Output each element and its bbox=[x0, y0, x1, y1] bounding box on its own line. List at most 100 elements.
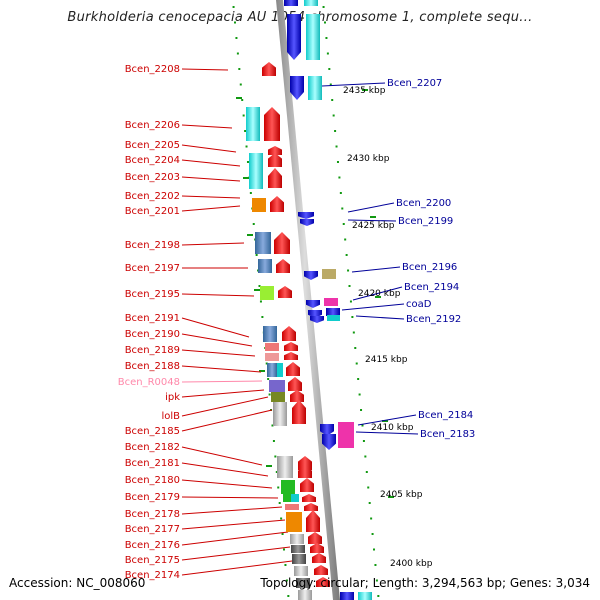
gene-label-left[interactable]: Bcen_2206 bbox=[125, 120, 180, 131]
tick-dot bbox=[281, 533, 284, 535]
gene-feature bbox=[294, 566, 308, 576]
tick-dot bbox=[239, 83, 242, 86]
gene-label-left[interactable]: Bcen_2175 bbox=[125, 555, 180, 566]
gene-label-left[interactable]: Bcen_2182 bbox=[125, 442, 180, 453]
gene-label-left[interactable]: Bcen_R0048 bbox=[118, 377, 180, 388]
tick-major bbox=[236, 97, 242, 99]
tick-dot bbox=[344, 238, 347, 241]
leader-line bbox=[355, 431, 419, 435]
gene-arrow-forward bbox=[290, 390, 304, 402]
gene-label-right[interactable]: coaD bbox=[406, 299, 432, 310]
gene-arrow-reverse bbox=[287, 14, 301, 60]
gene-feature bbox=[291, 545, 305, 553]
gene-arrow-reverse bbox=[322, 434, 336, 450]
leader-line bbox=[181, 519, 286, 530]
tick-major bbox=[382, 420, 388, 422]
gene-arrow-reverse bbox=[298, 212, 314, 219]
gene-label-left[interactable]: Bcen_2208 bbox=[125, 64, 180, 75]
leader-line bbox=[181, 365, 262, 373]
gene-feature bbox=[326, 308, 340, 316]
tick-dot bbox=[352, 331, 355, 334]
gene-label-right[interactable]: Bcen_2196 bbox=[402, 262, 457, 273]
gene-feature bbox=[298, 590, 312, 600]
gene-label-right[interactable]: Bcen_2192 bbox=[406, 314, 461, 325]
gene-label-left[interactable]: Bcen_2177 bbox=[125, 524, 180, 535]
leader-line bbox=[181, 409, 273, 432]
gene-label-left[interactable]: Bcen_2179 bbox=[125, 492, 180, 503]
gene-feature bbox=[269, 380, 285, 392]
tick-dot bbox=[238, 68, 241, 70]
tick-dot bbox=[280, 517, 283, 520]
kbp-label: 2425 kbp bbox=[352, 221, 395, 231]
gene-label-left[interactable]: Bcen_2190 bbox=[125, 329, 180, 340]
tick-dot bbox=[329, 83, 332, 86]
tick-dot bbox=[368, 502, 371, 504]
gene-label-left[interactable]: Bcen_2181 bbox=[125, 458, 180, 469]
gene-label-left[interactable]: Bcen_2204 bbox=[125, 155, 180, 166]
gene-label-right[interactable]: Bcen_2194 bbox=[404, 282, 459, 293]
gene-label-left[interactable]: Bcen_2178 bbox=[125, 509, 180, 520]
topology-summary: Topology: circular; Length: 3,294,563 bp… bbox=[260, 576, 590, 590]
kbp-label: 2435 kbp bbox=[343, 86, 386, 96]
tick-dot bbox=[271, 424, 274, 427]
gene-arrow-forward bbox=[278, 286, 292, 298]
leader-line bbox=[352, 286, 403, 301]
leader-line bbox=[181, 124, 233, 129]
gene-label-left[interactable]: Bcen_2180 bbox=[125, 475, 180, 486]
tick-major bbox=[370, 216, 376, 218]
gene-arrow-forward bbox=[268, 146, 282, 155]
gene-feature bbox=[291, 494, 299, 502]
tick-dot bbox=[335, 145, 338, 148]
gene-label-right[interactable]: Bcen_2183 bbox=[420, 429, 475, 440]
gene-feature bbox=[265, 353, 279, 361]
tick-dot bbox=[274, 455, 277, 458]
leader-line bbox=[181, 333, 253, 347]
leader-line bbox=[341, 303, 405, 311]
gene-label-left[interactable]: Bcen_2174 bbox=[125, 570, 180, 581]
gene-label-left[interactable]: Bcen_2198 bbox=[125, 240, 180, 251]
gene-label-left[interactable]: Bcen_2189 bbox=[125, 345, 180, 356]
gene-arrow-forward bbox=[312, 553, 326, 563]
tick-dot bbox=[348, 285, 351, 287]
gene-label-right[interactable]: Bcen_2207 bbox=[387, 78, 442, 89]
tick-dot bbox=[277, 486, 280, 489]
gene-feature bbox=[292, 554, 306, 564]
gene-label-left[interactable]: Bcen_2185 bbox=[125, 426, 180, 437]
tick-major bbox=[266, 465, 272, 467]
gene-feature bbox=[308, 76, 322, 100]
gene-label-left[interactable]: Bcen_2197 bbox=[125, 263, 180, 274]
tick-dot bbox=[287, 595, 290, 597]
leader-line bbox=[181, 560, 293, 576]
gene-label-left[interactable]: Bcen_2176 bbox=[125, 540, 180, 551]
gene-label-right[interactable]: Bcen_2199 bbox=[398, 216, 453, 227]
tick-dot bbox=[322, 6, 325, 8]
tick-dot bbox=[261, 316, 264, 318]
tick-dot bbox=[272, 440, 275, 442]
gene-label-right[interactable]: Bcen_2200 bbox=[396, 198, 451, 209]
gene-label-left[interactable]: Bcen_2201 bbox=[125, 206, 180, 217]
gene-label-left[interactable]: Bcen_2205 bbox=[125, 140, 180, 151]
gene-label-left[interactable]: Bcen_2191 bbox=[125, 313, 180, 324]
gene-label-left[interactable]: Bcen_2195 bbox=[125, 289, 180, 300]
tick-dot bbox=[370, 517, 373, 520]
gene-feature bbox=[283, 494, 291, 502]
gene-label-left[interactable]: Bcen_2203 bbox=[125, 172, 180, 183]
leader-line bbox=[181, 396, 269, 417]
gene-arrow-forward bbox=[284, 342, 298, 351]
gene-feature bbox=[304, 0, 318, 6]
tick-dot bbox=[235, 37, 238, 39]
gene-label-left[interactable]: Bcen_2202 bbox=[125, 191, 180, 202]
gene-label-right[interactable]: Bcen_2184 bbox=[418, 410, 473, 421]
leader-line bbox=[181, 242, 245, 246]
gene-label-left[interactable]: lolB bbox=[161, 411, 180, 422]
leader-line bbox=[181, 380, 263, 383]
gene-feature bbox=[271, 392, 285, 402]
tick-dot bbox=[233, 21, 236, 24]
gene-arrow-forward bbox=[276, 259, 290, 273]
tick-dot bbox=[285, 579, 288, 582]
gene-arrow-forward bbox=[316, 577, 330, 587]
gene-feature bbox=[263, 326, 277, 342]
gene-arrow-forward bbox=[268, 153, 282, 167]
gene-label-left[interactable]: ipk bbox=[165, 392, 180, 403]
gene-label-left[interactable]: Bcen_2188 bbox=[125, 361, 180, 372]
